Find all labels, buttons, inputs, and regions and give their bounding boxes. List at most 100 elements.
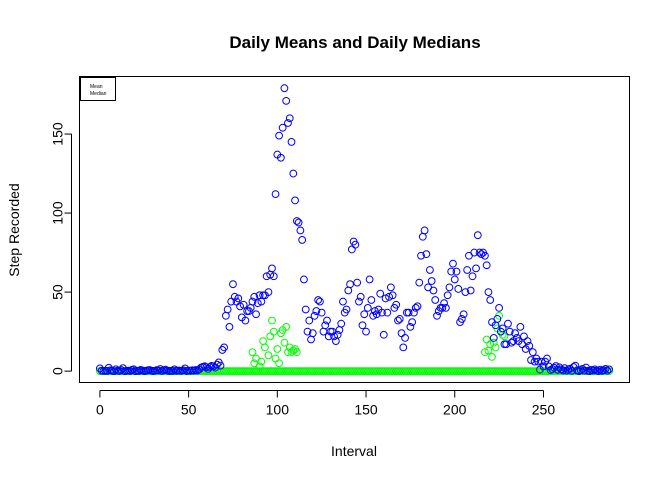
mean-point bbox=[527, 356, 535, 364]
mean-point bbox=[459, 310, 468, 319]
mean-point bbox=[269, 272, 278, 281]
mean-point bbox=[395, 315, 404, 323]
mean-point bbox=[502, 340, 511, 349]
mean-point bbox=[408, 318, 417, 327]
mean-point bbox=[450, 275, 459, 284]
mean-point bbox=[410, 308, 418, 317]
mean-point bbox=[287, 138, 296, 146]
mean-point bbox=[252, 310, 260, 319]
mean-point bbox=[429, 286, 438, 295]
mean-point bbox=[401, 334, 409, 342]
mean-point bbox=[333, 330, 342, 339]
mean-point bbox=[376, 289, 385, 298]
mean-point bbox=[284, 119, 292, 127]
y-tick-label: 0 bbox=[50, 367, 66, 375]
mean-point bbox=[362, 327, 370, 336]
mean-point bbox=[495, 303, 503, 312]
legend-label-median: Median bbox=[90, 91, 107, 97]
x-axis-title: Interval bbox=[331, 443, 377, 459]
mean-point bbox=[312, 307, 321, 315]
median-point bbox=[273, 345, 282, 353]
mean-point bbox=[445, 283, 454, 292]
median-point bbox=[488, 352, 496, 361]
mean-point bbox=[346, 280, 354, 289]
mean-point bbox=[305, 316, 314, 325]
mean-point bbox=[427, 277, 436, 285]
mean-point bbox=[347, 245, 356, 254]
mean-point bbox=[170, 365, 179, 374]
mean-point bbox=[353, 278, 362, 287]
mean-point bbox=[298, 236, 307, 244]
mean-point bbox=[385, 292, 393, 301]
median-point bbox=[269, 327, 278, 336]
mean-point bbox=[418, 232, 427, 241]
x-tick-label: 50 bbox=[181, 402, 197, 418]
mean-point bbox=[317, 308, 326, 317]
mean-point bbox=[229, 280, 237, 289]
mean-point bbox=[406, 322, 415, 331]
mean-point bbox=[356, 292, 365, 301]
median-point bbox=[255, 362, 264, 371]
median-point bbox=[275, 359, 283, 368]
mean-point bbox=[248, 297, 257, 306]
mean-point bbox=[378, 308, 386, 317]
mean-point bbox=[369, 311, 378, 320]
mean-point bbox=[422, 250, 431, 259]
mean-point bbox=[289, 169, 298, 178]
mean-point bbox=[452, 267, 461, 276]
y-tick-label: 150 bbox=[50, 122, 66, 146]
x-axis: 0 50 100 150 200 250 bbox=[96, 390, 555, 418]
mean-point bbox=[473, 231, 482, 240]
mean-point bbox=[484, 288, 493, 296]
mean-point bbox=[482, 261, 491, 270]
mean-point bbox=[351, 240, 360, 249]
mean-point bbox=[411, 303, 420, 312]
mean-point bbox=[443, 291, 452, 300]
mean-point bbox=[264, 288, 273, 296]
mean-point bbox=[468, 272, 477, 281]
median-point bbox=[289, 346, 298, 355]
mean-point bbox=[363, 303, 372, 312]
mean-point bbox=[358, 321, 367, 330]
mean-point bbox=[553, 365, 562, 374]
data-points bbox=[96, 84, 613, 376]
mean-point bbox=[603, 366, 612, 375]
mean-point bbox=[367, 296, 376, 304]
mean-point bbox=[388, 291, 397, 300]
mean-point bbox=[591, 365, 599, 374]
mean-point bbox=[511, 329, 519, 338]
mean-point bbox=[308, 329, 317, 338]
mean-point bbox=[601, 365, 610, 373]
mean-point bbox=[316, 297, 324, 306]
mean-point bbox=[599, 366, 608, 375]
mean-point bbox=[440, 299, 448, 308]
mean-point bbox=[454, 285, 463, 293]
mean-point bbox=[300, 275, 308, 284]
mean-point bbox=[449, 259, 457, 268]
mean-point bbox=[294, 218, 303, 227]
plot-frame bbox=[79, 76, 630, 383]
mean-point bbox=[560, 364, 569, 373]
mean-point bbox=[431, 296, 440, 304]
mean-point bbox=[493, 315, 502, 323]
mean-point bbox=[276, 153, 285, 162]
median-point bbox=[271, 354, 280, 363]
mean-point bbox=[236, 302, 244, 311]
median-point bbox=[261, 343, 269, 352]
mean-point bbox=[271, 190, 280, 198]
mean-point bbox=[605, 365, 613, 374]
y-axis: 0 50 100 150 bbox=[50, 122, 72, 375]
mean-point bbox=[321, 321, 330, 330]
mean-point bbox=[441, 303, 450, 312]
mean-point bbox=[372, 310, 381, 319]
mean-point bbox=[397, 329, 406, 338]
mean-point bbox=[296, 226, 305, 235]
mean-point bbox=[507, 338, 516, 347]
y-tick-label: 100 bbox=[50, 201, 66, 225]
mean-point bbox=[220, 343, 228, 352]
mean-point bbox=[461, 288, 470, 296]
mean-point bbox=[218, 346, 227, 354]
mean-point bbox=[559, 366, 567, 375]
mean-point bbox=[426, 266, 434, 274]
mean-point bbox=[355, 297, 363, 306]
